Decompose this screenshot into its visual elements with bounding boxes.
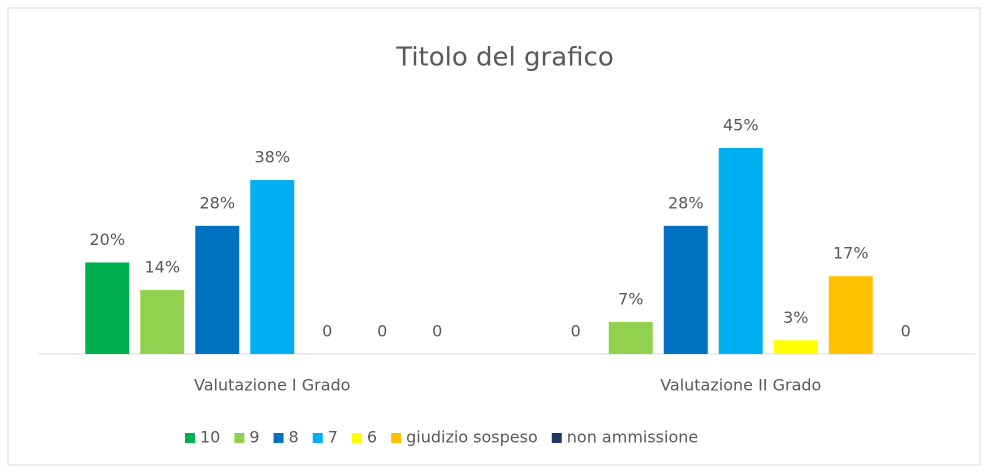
bar <box>718 148 763 354</box>
legend-swatch <box>234 433 245 443</box>
legend-swatch <box>351 433 362 443</box>
data-label: 20% <box>89 230 125 249</box>
bar <box>608 321 653 354</box>
legend-swatch <box>273 433 284 443</box>
chart-title: Titolo del grafico <box>395 43 614 73</box>
bar <box>195 225 240 354</box>
data-label: 14% <box>144 257 180 276</box>
legend-label: giudizio sospeso <box>406 428 538 447</box>
data-label: 28% <box>199 193 235 212</box>
legend-label: 7 <box>328 428 338 447</box>
legend-swatch <box>391 433 402 443</box>
bar <box>250 180 295 354</box>
data-label: 3% <box>783 308 808 327</box>
bar <box>85 262 130 354</box>
data-label: 0 <box>322 322 332 341</box>
chart-frame <box>7 7 981 466</box>
legend-label: non ammissione <box>567 428 698 447</box>
legend-label: 9 <box>249 428 259 447</box>
data-label: 0 <box>901 322 911 341</box>
data-label: 45% <box>723 116 759 135</box>
data-label: 7% <box>618 289 643 308</box>
legend-swatch <box>312 433 323 443</box>
legend-label: 6 <box>367 428 377 447</box>
legend-label: 8 <box>289 428 299 447</box>
legend-label: 10 <box>200 428 220 447</box>
data-label: 0 <box>377 322 387 341</box>
legend-swatch <box>185 433 195 443</box>
data-label: 38% <box>254 148 290 167</box>
bar <box>828 276 873 354</box>
x-tick-label: Valutazione II Grado <box>660 376 821 395</box>
data-label: 0 <box>432 322 442 341</box>
x-tick-label: Valutazione I Grado <box>194 376 350 395</box>
data-label: 0 <box>571 322 581 341</box>
bar <box>140 289 185 354</box>
data-label: 17% <box>833 244 869 263</box>
data-label: 28% <box>668 193 704 212</box>
bar <box>773 340 818 354</box>
legend-swatch <box>551 433 562 443</box>
bar <box>663 225 708 354</box>
